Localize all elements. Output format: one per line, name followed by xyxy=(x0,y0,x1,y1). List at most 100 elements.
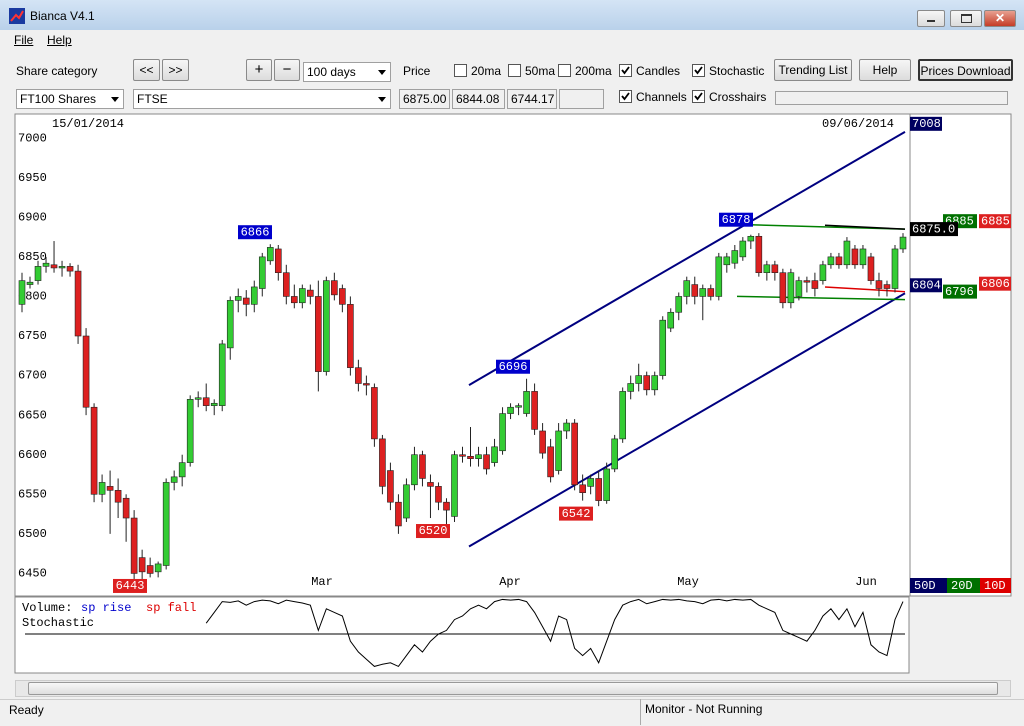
candle-body xyxy=(523,391,530,414)
candle-body xyxy=(395,501,402,527)
y-tick-label: 6600 xyxy=(18,448,47,462)
candle-body xyxy=(315,296,322,372)
channel-line xyxy=(468,130,906,386)
candle-body xyxy=(691,284,699,297)
price-label-box xyxy=(943,284,977,299)
y-tick-label: 6450 xyxy=(18,567,47,581)
category-select[interactable]: FT100 Shares xyxy=(16,89,124,109)
candle-body xyxy=(42,262,50,267)
annotation-label: 6696 xyxy=(499,360,528,374)
candle-body xyxy=(435,486,442,503)
candle-body xyxy=(355,367,362,384)
candle-body xyxy=(507,406,514,414)
price-label: 6796 xyxy=(945,285,974,299)
menu-file[interactable]: File xyxy=(14,33,34,47)
stochastic-label: Stochastic xyxy=(22,616,94,630)
candle-body xyxy=(162,482,170,566)
candle-body xyxy=(363,383,370,386)
fall-label: sp fall xyxy=(146,601,196,615)
zoom-in-button[interactable]: + xyxy=(246,59,272,81)
candle-body xyxy=(299,288,306,304)
candle-body xyxy=(819,264,827,281)
checkbox[interactable] xyxy=(454,64,467,77)
candle-body xyxy=(82,335,90,408)
checkbox[interactable] xyxy=(619,64,632,77)
checkbox-label[interactable]: 20ma xyxy=(471,64,502,78)
checkbox-label[interactable]: Candles xyxy=(636,64,681,78)
candle-body xyxy=(226,300,234,349)
checkbox-label[interactable]: Channels xyxy=(636,90,687,104)
price-label: 6804 xyxy=(912,278,941,292)
app-icon xyxy=(9,8,25,24)
checkbox[interactable] xyxy=(558,64,571,77)
period-select[interactable]: 100 days xyxy=(303,62,391,82)
x-month-label: May xyxy=(677,575,699,589)
close-button[interactable]: ✕ xyxy=(984,10,1016,27)
candle-body xyxy=(50,264,58,269)
trending-list-button[interactable]: Trending List xyxy=(774,59,852,81)
menu-help[interactable]: Help xyxy=(47,33,72,47)
checkbox-label[interactable]: Crosshairs xyxy=(709,90,767,104)
candle-body xyxy=(218,343,226,406)
checkbox[interactable] xyxy=(692,90,705,103)
candle-body xyxy=(146,565,154,574)
next-button[interactable]: >> xyxy=(162,59,189,81)
price-label: 6885 xyxy=(981,214,1010,228)
checkbox-label[interactable]: 200ma xyxy=(575,64,612,78)
chart-canvas: 15/01/2014 09/06/2014 Volume: sp rise sp… xyxy=(14,113,1012,674)
share-select[interactable]: FTSE xyxy=(133,89,391,109)
candle-body xyxy=(659,319,667,376)
candle-body xyxy=(282,272,290,297)
checkbox-label[interactable]: 50ma xyxy=(525,64,556,78)
chart-frame xyxy=(14,113,1012,597)
check-mark xyxy=(694,92,703,101)
checkbox[interactable] xyxy=(692,64,705,77)
candle-body xyxy=(643,375,651,391)
volume-label: Volume: xyxy=(22,601,72,615)
candle-body xyxy=(579,484,586,494)
price-label: 6875.0 xyxy=(912,222,955,236)
candle-body xyxy=(635,375,643,384)
candle-body xyxy=(258,256,266,289)
candle-body xyxy=(563,422,570,432)
maximize-button[interactable] xyxy=(950,10,982,27)
candle-body xyxy=(266,247,274,262)
period-box xyxy=(947,578,980,593)
candle-body xyxy=(210,402,218,406)
price-label-box xyxy=(979,214,1011,229)
candle-body xyxy=(867,256,875,281)
channel-line xyxy=(824,224,906,230)
channel-line xyxy=(468,292,906,548)
candle-body xyxy=(859,248,867,266)
empty-field xyxy=(559,89,604,109)
candle-body xyxy=(611,438,618,470)
candle-body xyxy=(547,446,554,478)
title-bar xyxy=(0,0,1024,30)
price-label-box xyxy=(910,222,958,237)
checkbox[interactable] xyxy=(508,64,521,77)
zoom-out-button[interactable]: − xyxy=(274,59,300,81)
period-box xyxy=(980,578,1011,593)
checkbox[interactable] xyxy=(619,90,632,103)
candle-body xyxy=(843,240,851,266)
help-button[interactable]: Help xyxy=(859,59,911,81)
minimize-button[interactable] xyxy=(917,10,945,27)
check-mark xyxy=(694,66,703,75)
candle-body xyxy=(90,406,98,495)
annotation-box xyxy=(238,225,272,240)
h-scrollbar[interactable] xyxy=(15,680,1011,697)
y-tick-label: 6750 xyxy=(18,329,47,343)
candle-body xyxy=(627,383,634,392)
annotation-box xyxy=(113,578,147,593)
candle-body xyxy=(603,468,610,501)
annotation-label: 6866 xyxy=(241,225,270,239)
check-mark xyxy=(621,92,630,101)
checkbox-label[interactable]: Stochastic xyxy=(709,64,765,78)
channel-line xyxy=(736,295,906,301)
candle-body xyxy=(699,288,707,297)
price-field: 6844.08 xyxy=(452,89,505,109)
prev-button[interactable]: << xyxy=(133,59,160,81)
candle-body xyxy=(74,270,82,337)
prices-download-button[interactable]: Prices Download xyxy=(918,59,1013,81)
candle-body xyxy=(683,280,691,297)
